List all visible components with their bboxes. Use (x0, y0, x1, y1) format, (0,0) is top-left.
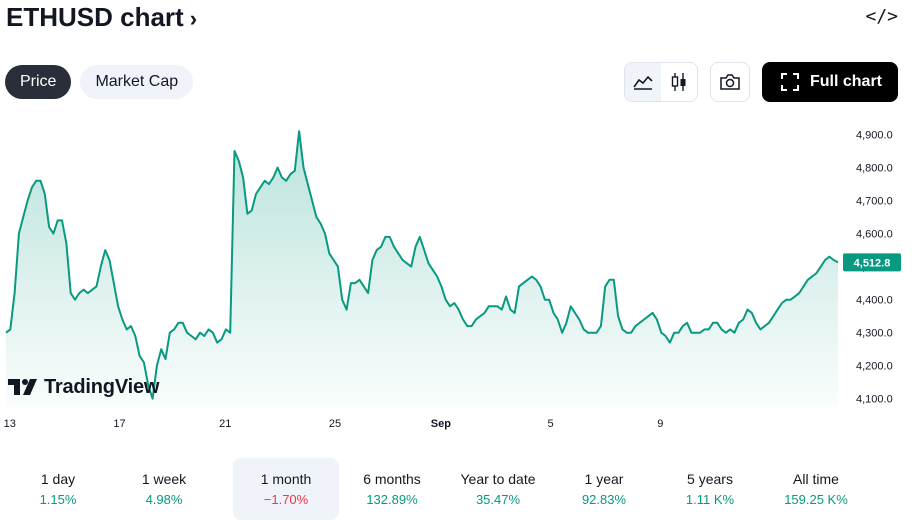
x-tick-label: 21 (219, 418, 231, 430)
period-change: 1.11 K% (685, 492, 735, 507)
candlestick-icon (671, 73, 686, 91)
period-change: 159.25 K% (784, 492, 848, 507)
chart-mode-tabs: Price Market Cap (5, 65, 194, 99)
candle-chart-style-button[interactable] (661, 63, 697, 101)
chart-style-switch (623, 62, 698, 102)
x-tick-label: 13 (4, 418, 16, 430)
area-chart-icon (633, 75, 653, 90)
screenshot-button[interactable] (709, 62, 750, 102)
chart-title: ETHUSD chart (6, 2, 184, 32)
x-tick-label: 9 (657, 418, 663, 430)
period-change: 92.83% (581, 492, 627, 507)
chart-toolbar: Full chart (623, 62, 898, 102)
y-tick-label: 4,200.0 (856, 361, 893, 373)
period-button[interactable]: 5 years 1.11 K% (657, 458, 763, 520)
period-button[interactable]: 1 year 92.83% (551, 458, 657, 520)
period-label: Year to date (460, 471, 536, 487)
tradingview-logo-text: TradingView (44, 376, 160, 398)
line-chart-style-button[interactable] (624, 63, 661, 101)
y-tick-label: 4,700.0 (856, 196, 893, 208)
tradingview-logo: TradingView (8, 376, 159, 399)
period-button[interactable]: All time 159.25 K% (763, 458, 869, 520)
price-chart[interactable]: 4,100.04,200.04,300.04,400.04,500.04,600… (0, 110, 912, 440)
period-button[interactable]: 1 week 4.98% (111, 458, 217, 520)
tradingview-logo-icon (8, 378, 37, 395)
x-tick-label: 25 (329, 418, 341, 430)
x-tick-label: Sep (431, 418, 451, 430)
period-button[interactable]: 1 month −1.70% (233, 458, 339, 520)
last-price-label: 4,512.8 (854, 257, 891, 269)
period-change: 35.47% (475, 492, 521, 507)
price-line (5, 130, 839, 400)
tab-market-cap[interactable]: Market Cap (80, 65, 194, 99)
full-chart-button[interactable]: Full chart (761, 62, 898, 102)
full-chart-label: Full chart (809, 73, 882, 90)
period-change: −1.70% (263, 492, 309, 507)
last-price-badge (843, 253, 901, 272)
period-label: 1 month (260, 471, 312, 487)
period-label: 1 week (141, 471, 187, 487)
tab-price[interactable]: Price (5, 65, 72, 99)
period-selector: 1 day 1.15% 1 week 4.98% 1 month −1.70% 6 mont… (0, 458, 912, 520)
y-tick-label: 4,900.0 (856, 130, 893, 142)
fullscreen-icon (780, 73, 799, 91)
embed-code-icon[interactable]: </> (865, 6, 898, 27)
price-area-fill (6, 131, 838, 407)
y-tick-label: 4,600.0 (856, 229, 893, 241)
period-label: 5 years (687, 471, 733, 487)
period-button[interactable]: 1 day 1.15% (5, 458, 111, 520)
y-tick-label: 4,100.0 (856, 394, 893, 406)
period-button[interactable]: 6 months 132.89% (339, 458, 445, 520)
x-axis: 13 17 21 25 Sep 5 9 (4, 418, 664, 430)
chevron-right-icon: › (189, 5, 198, 31)
y-tick-label: 4,800.0 (856, 163, 893, 175)
period-label: 1 day (40, 471, 76, 487)
last-price-marker: 4,512.8 (843, 253, 901, 272)
period-label: 1 year (584, 471, 624, 487)
y-tick-label: 4,400.0 (856, 295, 893, 307)
y-tick-label: 4,300.0 (856, 328, 893, 340)
x-tick-label: 5 (548, 418, 554, 430)
period-button[interactable]: Year to date 35.47% (445, 458, 551, 520)
period-label: 6 months (363, 471, 421, 487)
chart-title-link[interactable]: ETHUSD chart › (6, 2, 197, 33)
camera-icon (720, 74, 740, 90)
x-tick-label: 17 (113, 418, 125, 430)
period-change: 1.15% (39, 492, 77, 507)
period-change: 132.89% (366, 492, 418, 507)
period-change: 4.98% (145, 492, 183, 507)
period-label: All time (793, 471, 839, 487)
